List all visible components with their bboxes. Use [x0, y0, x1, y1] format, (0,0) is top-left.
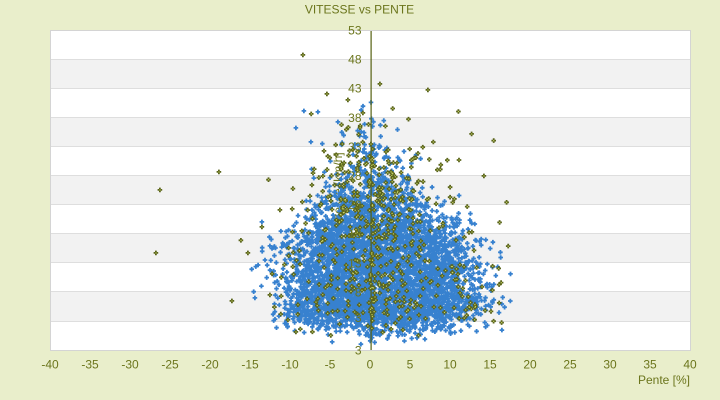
svg-text:3: 3 — [355, 343, 362, 357]
svg-text:0: 0 — [367, 358, 374, 372]
svg-text:5: 5 — [407, 358, 414, 372]
svg-text:38: 38 — [348, 111, 362, 125]
svg-text:-25: -25 — [161, 358, 179, 372]
svg-text:48: 48 — [348, 53, 362, 67]
svg-text:10: 10 — [443, 358, 457, 372]
svg-text:VITESSE vs PENTE: VITESSE vs PENTE — [305, 3, 414, 17]
svg-text:18: 18 — [348, 227, 362, 241]
svg-text:35: 35 — [643, 358, 657, 372]
svg-text:13: 13 — [348, 256, 362, 270]
svg-text:3: 3 — [355, 311, 362, 325]
svg-text:Pente [%]: Pente [%] — [638, 373, 690, 387]
svg-text:-15: -15 — [241, 358, 259, 372]
svg-text:-5: -5 — [325, 358, 336, 372]
svg-text:25: 25 — [563, 358, 577, 372]
svg-text:-30: -30 — [121, 358, 139, 372]
svg-text:15: 15 — [483, 358, 497, 372]
svg-text:30: 30 — [603, 358, 617, 372]
svg-text:23: 23 — [348, 198, 362, 212]
svg-text:28: 28 — [348, 169, 362, 183]
svg-text:53: 53 — [348, 24, 362, 38]
svg-text:-35: -35 — [81, 358, 99, 372]
svg-text:8: 8 — [355, 285, 362, 299]
svg-text:33: 33 — [348, 140, 362, 154]
svg-text:43: 43 — [348, 82, 362, 96]
svg-text:40: 40 — [683, 358, 697, 372]
svg-text:-40: -40 — [41, 358, 59, 372]
svg-text:-20: -20 — [201, 358, 219, 372]
svg-text:-10: -10 — [281, 358, 299, 372]
svg-text:20: 20 — [523, 358, 537, 372]
